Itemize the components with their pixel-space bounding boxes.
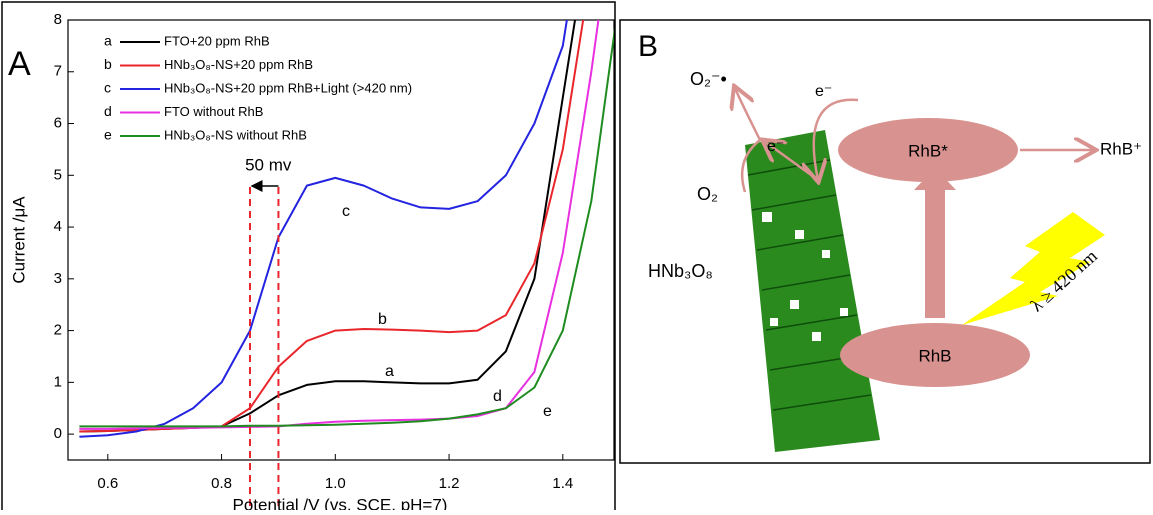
- series-line: [79, 20, 600, 430]
- y-tick-label: 4: [54, 218, 62, 235]
- x-tick-label: 1.4: [552, 475, 573, 492]
- excitation-arrow: [914, 168, 956, 318]
- legend-label: HNb₃O₈-NS+20 ppm RhB: [164, 57, 313, 72]
- y-tick-label: 8: [54, 11, 62, 28]
- panel-frame: [1, 1, 616, 515]
- x-axis-title: Potential /V (vs. SCE, pH=7): [233, 495, 448, 510]
- legend-letter: a: [104, 33, 112, 49]
- crystal: [745, 130, 880, 452]
- curve-label: d: [493, 388, 502, 405]
- node: [840, 323, 1030, 387]
- arrow: [814, 98, 859, 180]
- superoxide-label: O₂⁻•: [690, 69, 727, 89]
- curve-label: c: [342, 203, 350, 220]
- y-tick-label: 0: [54, 425, 62, 442]
- y-tick-label: 1: [54, 373, 62, 390]
- node-label: RhB*: [908, 141, 948, 160]
- y-tick-label: 5: [54, 166, 62, 183]
- catalyst-label: HNb₃O₈: [648, 261, 713, 281]
- arrow: [740, 139, 761, 193]
- electron-label: e⁻: [767, 138, 784, 155]
- legend-letter: d: [104, 103, 112, 119]
- diagram: B O₂⁻• O₂ e⁻ e⁻ HNb₃O₈ RhB* RhB RhB⁺ λ ≥…: [619, 19, 1151, 464]
- node: [838, 118, 1018, 182]
- legend-letter: e: [104, 127, 112, 143]
- x-tick-label: 0.8: [211, 475, 232, 492]
- curve-label: b: [378, 311, 387, 328]
- plot-lines: [79, 20, 614, 438]
- crystal-gaps: [762, 212, 848, 341]
- light-bolt: [962, 212, 1105, 325]
- arrow: [735, 88, 762, 141]
- panel-label: A: [8, 45, 31, 83]
- y-tick-label: 6: [54, 114, 62, 131]
- legend-letter: c: [104, 80, 111, 96]
- oxygen-label: O₂: [697, 184, 718, 204]
- panel-label: B: [638, 30, 658, 63]
- x-tick-label: 1.0: [325, 475, 346, 492]
- electron-label: e⁻: [815, 83, 832, 100]
- legend-label: FTO+20 ppm RhB: [164, 33, 270, 48]
- y-axis-title: Current /μA: [9, 196, 28, 284]
- y-tick-label: 3: [54, 270, 62, 287]
- shift-label: 50 mv: [245, 155, 292, 174]
- curve-label: e: [543, 403, 552, 420]
- y-tick-label: 2: [54, 322, 62, 339]
- series-line: [79, 28, 614, 428]
- series-line: [79, 20, 568, 438]
- chart: 0 1 2 3 4 5 6 7 8 0.6 0.8 1.0 1.2 1.4 a FTO+20 ppm RhB b…: [54, 11, 615, 510]
- legend-label: HNb₃O₈-NS without RhB: [164, 127, 307, 142]
- x-tick-label: 0.6: [97, 475, 118, 492]
- legend-label: FTO without RhB: [164, 104, 263, 119]
- x-tick-label: 1.2: [439, 475, 460, 492]
- y-tick-label: 7: [54, 63, 62, 80]
- node-label: RhB: [918, 346, 951, 365]
- curve-label: a: [385, 363, 394, 380]
- product-label: RhB⁺: [1100, 139, 1142, 158]
- legend-label: HNb₃O₈-NS+20 ppm RhB+Light (>420 nm): [164, 80, 412, 95]
- legend-letter: b: [104, 56, 112, 72]
